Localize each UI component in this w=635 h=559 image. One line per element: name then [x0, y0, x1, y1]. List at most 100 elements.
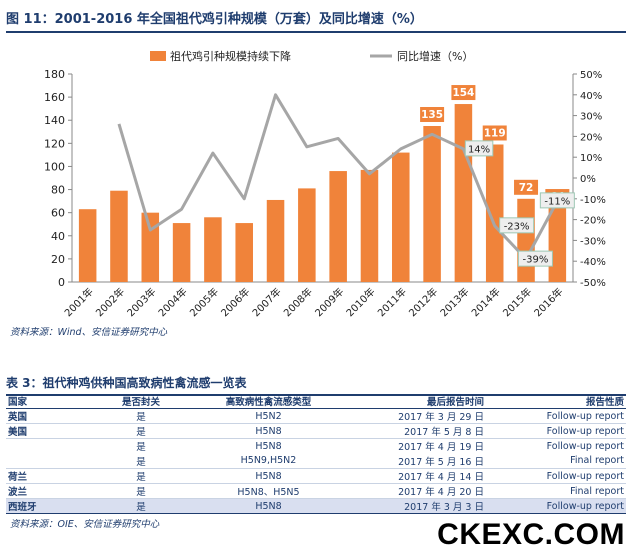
legend-swatch-bar — [150, 51, 166, 61]
cell-date: 2017 年 4 月 19 日 — [346, 439, 486, 454]
col-header-closed: 是否封关 — [91, 394, 191, 409]
x-tick-label: 2012年 — [406, 285, 440, 319]
bar-data-label: 119 — [484, 127, 506, 139]
bar — [298, 188, 316, 282]
right-tick-label: -30% — [580, 236, 606, 247]
cell-closed: 是 — [91, 439, 191, 454]
table-header-row: 国家 是否封关 高致病性禽流感类型 最后报告时间 报告性质 — [6, 394, 626, 409]
line-data-label: 14% — [468, 144, 490, 155]
bar — [361, 170, 379, 282]
watermark: CKEXC.COM — [437, 518, 625, 552]
right-tick-label: 20% — [580, 132, 602, 143]
col-header-type: 高致病性禽流感类型 — [191, 394, 346, 409]
right-tick-label: -10% — [580, 195, 606, 206]
cell-nature: Follow-up report — [486, 409, 626, 424]
bar — [204, 217, 222, 282]
left-tick-label: 120 — [44, 137, 65, 150]
bar — [392, 153, 410, 282]
cell-closed: 是 — [91, 409, 191, 424]
cell-closed: 是 — [91, 499, 191, 514]
cell-country — [6, 439, 91, 454]
left-tick-label: 80 — [51, 184, 65, 197]
x-tick-label: 2008年 — [281, 285, 315, 319]
cell-date: 2017 年 4 月 20 日 — [346, 484, 486, 499]
cell-type: H5N8、H5N5 — [191, 484, 346, 499]
cell-nature: Follow-up report — [486, 499, 626, 514]
left-tick-label: 0 — [58, 276, 65, 289]
legend-label-line: 同比增速（%） — [397, 49, 473, 63]
cell-type: H5N2 — [191, 409, 346, 424]
cell-nature: Follow-up report — [486, 439, 626, 454]
bar-data-label: 135 — [421, 109, 443, 121]
col-header-nature: 报告性质 — [486, 394, 626, 409]
right-tick-label: -40% — [580, 257, 606, 268]
figure-source: 资料来源：Wind、安信证券研究中心 — [10, 324, 167, 338]
table-row: 波兰 是 H5N8、H5N5 2017 年 4 月 20 日 Final rep… — [6, 484, 626, 499]
cell-country: 西班牙 — [6, 499, 91, 514]
bar-data-label: 154 — [452, 87, 474, 99]
cell-country: 英国 — [6, 409, 91, 424]
x-tick-label: 2003年 — [124, 285, 158, 319]
bar — [110, 191, 128, 282]
cell-nature: Final report — [486, 454, 626, 469]
x-tick-label: 2004年 — [155, 285, 189, 319]
cell-date: 2017 年 3 月 3 日 — [346, 499, 486, 514]
table-row: 是 H5N8 2017 年 4 月 19 日 Follow-up report — [6, 439, 626, 454]
cell-country: 美国 — [6, 424, 91, 439]
right-tick-label: -20% — [580, 216, 606, 227]
right-tick-label: -50% — [580, 278, 606, 289]
line-data-label: -11% — [544, 196, 570, 207]
x-tick-label: 2014年 — [469, 285, 503, 319]
table-row: 英国 是 H5N2 2017 年 3 月 29 日 Follow-up repo… — [6, 409, 626, 424]
left-tick-label: 180 — [44, 68, 65, 81]
cell-type: H5N8 — [191, 439, 346, 454]
left-tick-label: 60 — [51, 207, 65, 220]
bar — [235, 223, 253, 282]
bar — [142, 213, 160, 282]
table-row: 西班牙 是 H5N8 2017 年 3 月 3 日 Follow-up repo… — [6, 499, 626, 514]
bar — [549, 208, 567, 282]
table-title: 表 3：祖代种鸡供种国高致病性禽流感一览表 — [6, 374, 626, 396]
table-row: 是 H5N9,H5N2 2017 年 5 月 16 日 Final report — [6, 454, 626, 469]
bar — [79, 209, 97, 282]
cell-nature: Final report — [486, 484, 626, 499]
bar — [455, 104, 473, 282]
bar — [329, 171, 347, 282]
left-tick-label: 40 — [51, 230, 65, 243]
table-source: 资料来源：OIE、安信证券研究中心 — [10, 516, 159, 530]
cell-closed: 是 — [91, 469, 191, 484]
cell-closed: 是 — [91, 424, 191, 439]
col-header-country: 国家 — [6, 394, 91, 409]
right-tick-label: 50% — [580, 70, 602, 81]
legend-label-bar: 祖代鸡引种规模持续下降 — [170, 49, 291, 63]
cell-closed: 是 — [91, 484, 191, 499]
avian-flu-table: 国家 是否封关 高致病性禽流感类型 最后报告时间 报告性质 英国 是 H5N2 … — [6, 394, 626, 514]
cell-date: 2017 年 5 月 16 日 — [346, 454, 486, 469]
left-tick-label: 160 — [44, 91, 65, 104]
col-header-date: 最后报告时间 — [346, 394, 486, 409]
x-tick-label: 2009年 — [312, 285, 346, 319]
line-data-label: -23% — [504, 221, 530, 232]
bar — [173, 223, 191, 282]
x-tick-label: 2002年 — [93, 285, 127, 319]
cell-nature: Follow-up report — [486, 424, 626, 439]
x-tick-label: 2007年 — [249, 285, 283, 319]
right-tick-label: 40% — [580, 91, 602, 102]
cell-nature: Follow-up report — [486, 469, 626, 484]
left-tick-label: 140 — [44, 114, 65, 127]
cell-country — [6, 454, 91, 469]
right-tick-label: 0% — [580, 174, 596, 185]
cell-date: 2017 年 3 月 29 日 — [346, 409, 486, 424]
x-tick-label: 2005年 — [187, 285, 221, 319]
cell-type: H5N8 — [191, 499, 346, 514]
right-tick-label: 10% — [580, 153, 602, 164]
x-tick-label: 2001年 — [62, 285, 96, 319]
figure-title: 图 11：2001-2016 年全国祖代鸡引种规模（万套）及同比增速（%） — [6, 8, 626, 33]
cell-type: H5N9,H5N2 — [191, 454, 346, 469]
x-tick-label: 2010年 — [343, 285, 377, 319]
right-tick-label: 30% — [580, 112, 602, 123]
x-tick-label: 2006年 — [218, 285, 252, 319]
cell-type: H5N8 — [191, 424, 346, 439]
combo-chart: 0 20 40 60 80 100 120 140 160 180 -50% -40% -30% -20%… — [0, 40, 635, 320]
bar — [267, 200, 285, 282]
